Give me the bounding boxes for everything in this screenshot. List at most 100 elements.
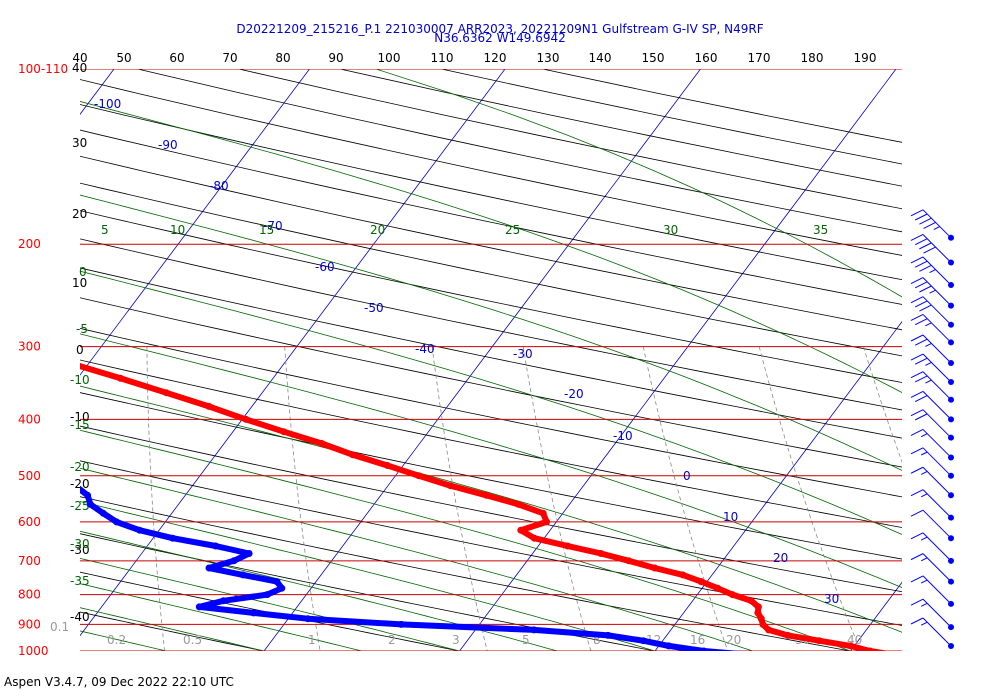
left-inner-label: 0 <box>76 343 84 357</box>
isotherm-label: -70 <box>263 219 283 233</box>
top-axis-label: 130 <box>537 51 560 65</box>
pressure-tick-label: 1000 <box>18 644 49 658</box>
wind-barb-feather <box>910 447 924 455</box>
left-green-label: 0 <box>79 265 87 279</box>
wind-barb-staff <box>922 391 952 420</box>
isotherm-line <box>654 321 902 651</box>
dry-adiabat-line <box>80 182 902 357</box>
wind-barb-feather <box>914 213 928 221</box>
temperature-profile-point <box>898 653 905 660</box>
wind-barb-feather <box>910 256 924 264</box>
moist-adiabat-line <box>80 333 902 589</box>
dewpoint-profile-point <box>700 647 708 651</box>
moist-adiabat-line <box>80 194 902 471</box>
dewpoint-profile-point <box>169 534 177 542</box>
wind-barb-feather <box>919 304 932 312</box>
pressure-tick-label: 800 <box>18 588 41 602</box>
temperature-profile-point <box>564 542 572 550</box>
dewpoint-profile-point <box>99 509 107 517</box>
dry-adiabat-line <box>80 238 902 411</box>
wind-barb-staff <box>922 447 952 477</box>
temperature-profile-point <box>447 482 454 490</box>
dewpoint-profile-point <box>278 584 286 592</box>
wind-barb-staff <box>922 553 952 582</box>
moist-adiabat-line <box>80 607 266 651</box>
left-inner-label: -30 <box>70 543 90 557</box>
wind-barb-staff <box>922 371 952 401</box>
wind-barb-feather <box>910 334 924 342</box>
mixing-ratio-line <box>146 346 166 651</box>
wind-barb-feather <box>910 209 924 217</box>
mixing-ratio-label: 20 <box>726 633 741 647</box>
wind-barb-staff <box>922 429 952 458</box>
top-axis-label: 180 <box>801 51 824 65</box>
dry-adiabat-line <box>80 460 902 626</box>
dry-adiabat-line <box>80 533 658 651</box>
wind-barb-staff <box>922 617 952 647</box>
wind-barb-staff <box>922 334 952 364</box>
wind-barb-feather <box>914 375 928 383</box>
wind-barb <box>910 334 954 366</box>
wind-barb-feather <box>919 264 932 272</box>
wind-barb-feather <box>914 357 928 365</box>
wind-barb-staff <box>922 466 952 496</box>
wind-barb-feather <box>910 313 924 321</box>
isotherm-label: -50 <box>364 301 384 315</box>
top-axis-label: 70 <box>222 51 237 65</box>
temperature-profile-point <box>759 620 767 628</box>
wind-barb-feather <box>914 281 928 289</box>
temperature-profile-point <box>482 491 490 499</box>
mixing-ratio-line <box>642 346 729 651</box>
wind-barb <box>910 371 954 403</box>
mixing-ratio-label: 8 <box>593 633 601 647</box>
left-inner-label: -40 <box>70 610 90 624</box>
wind-barb-feather <box>910 509 924 517</box>
wind-barb-staff <box>922 314 952 343</box>
wind-barb-feather <box>910 409 924 417</box>
isotherm-label: 30 <box>824 592 839 606</box>
top-axis-label: 190 <box>854 51 877 65</box>
left-inner-label: 30 <box>72 136 87 150</box>
dewpoint-profile-point <box>219 597 227 605</box>
wind-barb-staff <box>922 409 952 439</box>
left-inner-label: 10 <box>72 276 87 290</box>
wind-barb-feather <box>910 371 924 379</box>
moist-adiabat-line <box>80 429 852 651</box>
temperature-profile-point <box>318 440 326 447</box>
dry-adiabat-line <box>441 69 902 165</box>
dewpoint-profile-point <box>397 620 405 628</box>
wind-barb-feather <box>910 489 924 497</box>
dry-adiabat-line <box>80 496 853 651</box>
moist-adiabat-line <box>80 467 755 651</box>
dewpoint-profile-point <box>212 542 220 550</box>
top-axis-label: 120 <box>484 51 507 65</box>
moist-label: 20 <box>370 223 385 237</box>
pressure-tick-label: 900 <box>18 617 41 631</box>
isotherm-line <box>263 69 701 651</box>
moist-adiabat-line <box>80 583 364 651</box>
mixing-ratio-label: 2 <box>388 633 396 647</box>
wind-barb-half <box>920 602 928 607</box>
wind-barb-feather <box>910 390 924 398</box>
wind-barb <box>910 390 954 423</box>
dry-adiabat-line <box>80 267 902 439</box>
moist-adiabat-line <box>80 630 169 651</box>
wind-barb <box>910 296 954 328</box>
dewpoint-profile-point <box>604 631 612 639</box>
mixing-ratio-line <box>758 346 861 651</box>
wind-barb <box>910 575 954 607</box>
mixing-ratio-label: 16 <box>690 633 705 647</box>
wind-barb-staff <box>922 209 952 239</box>
dewpoint-profile-point <box>746 651 753 658</box>
temperature-profile-point <box>729 591 736 599</box>
mixing-ratio-label: 5 <box>522 633 530 647</box>
dewpoint-profile-point <box>245 550 253 557</box>
left-green-label: -20 <box>70 460 90 474</box>
temperature-profile-point <box>765 626 773 634</box>
temperature-profile-point <box>747 597 755 605</box>
moist-adiabat-line <box>80 530 559 651</box>
wind-barb-half <box>920 433 928 438</box>
dry-adiabat-line <box>80 392 902 560</box>
temperature-profile <box>80 363 890 651</box>
dry-adiabat-line <box>80 210 902 383</box>
